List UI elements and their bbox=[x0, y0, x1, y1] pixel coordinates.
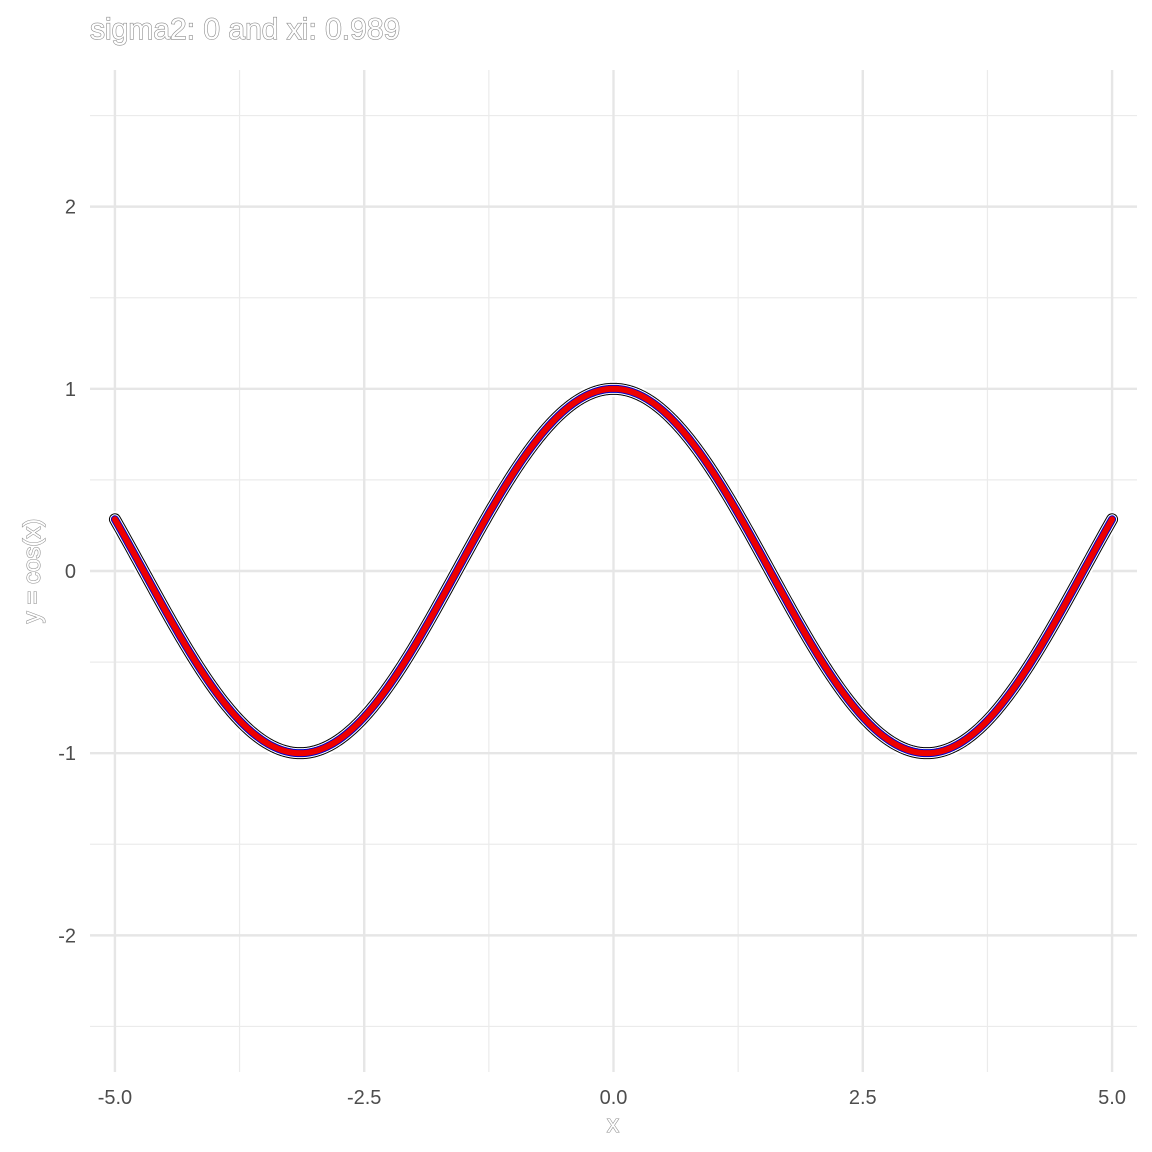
y-tick-label: -1 bbox=[58, 743, 76, 765]
x-tick-label: 2.5 bbox=[849, 1087, 877, 1109]
chart-title: sigma2: 0 and xi: 0.989 bbox=[90, 13, 400, 46]
x-tick-label: 0.0 bbox=[600, 1087, 628, 1109]
major-gridlines bbox=[90, 70, 1137, 1072]
x-axis-title: x bbox=[607, 1111, 619, 1138]
y-tick-label: 2 bbox=[65, 197, 76, 219]
y-tick-label: -2 bbox=[58, 925, 76, 947]
x-axis-ticks: -5.0 -2.5 0.0 2.5 5.0 bbox=[98, 1087, 1126, 1109]
x-tick-label: 5.0 bbox=[1098, 1087, 1126, 1109]
x-tick-label: -2.5 bbox=[347, 1087, 381, 1109]
y-axis-ticks: -2 -1 0 1 2 bbox=[58, 197, 76, 948]
y-axis-title: y = cos(x) bbox=[19, 519, 46, 624]
y-tick-label: 0 bbox=[65, 561, 76, 583]
series-line bbox=[111, 385, 1116, 757]
y-tick-label: 1 bbox=[65, 379, 76, 401]
series-layer bbox=[106, 380, 1121, 762]
x-tick-label: -5.0 bbox=[98, 1087, 132, 1109]
